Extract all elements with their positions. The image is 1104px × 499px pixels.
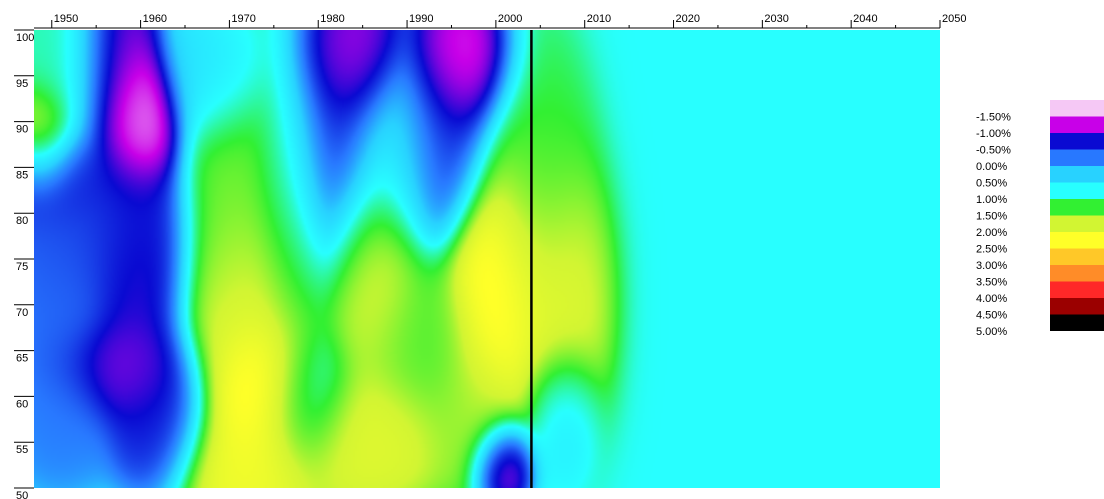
legend-swatch [1050,232,1104,249]
legend-swatch [1050,248,1104,265]
legend-swatch [1050,100,1104,117]
legend-label: 2.50% [976,243,1007,255]
y-tick-label: 65 [16,353,28,365]
legend-swatch [1050,116,1104,133]
legend-label: 0.00% [976,161,1007,173]
legend-swatch [1050,215,1104,232]
x-tick-label: 1970 [231,13,255,25]
legend-swatch [1050,281,1104,298]
y-tick-label: 50 [16,490,28,499]
x-tick-label: 1990 [409,13,433,25]
x-tick-label: 2010 [587,13,611,25]
legend-label: 3.50% [976,276,1007,288]
x-tick-label: 2050 [942,13,966,25]
x-tick-label: 2030 [764,13,788,25]
legend-label: 5.00% [976,326,1007,338]
legend: -1.50% -1.00% -0.50% 0.00% 0.50% 1.00% 1.50% 2.… [976,100,1104,338]
x-axis: 1950 1960 1970 1980 1990 2000 2010 2020 2030 2040… [34,13,966,29]
y-tick-label: 60 [16,398,28,410]
legend-label: 4.50% [976,309,1007,321]
x-tick-label: 2020 [676,13,700,25]
legend-swatch [1050,314,1104,331]
heatmap-plot-area [34,30,940,488]
y-tick-label: 80 [16,215,28,227]
legend-label: 1.50% [976,210,1007,222]
x-tick-label: 1960 [143,13,167,25]
y-tick-label: 95 [16,78,28,90]
legend-label: -0.50% [976,144,1011,156]
x-tick-label: 2000 [498,13,522,25]
y-tick-label: 85 [16,169,28,181]
y-tick-label: 55 [16,444,28,456]
x-tick-label: 1980 [320,13,344,25]
legend-label: 0.50% [976,177,1007,189]
y-axis: 100 95 90 85 80 75 70 65 60 55 50 [14,29,34,499]
heatmap-image [34,30,940,488]
legend-label: -1.50% [976,111,1011,123]
legend-swatch [1050,199,1104,216]
y-tick-label: 100 [16,32,34,44]
x-tick-label: 1950 [54,13,78,25]
legend-swatch [1050,133,1104,150]
legend-swatch [1050,182,1104,199]
legend-label: 3.00% [976,260,1007,272]
y-tick-label: 70 [16,307,28,319]
legend-label: 1.00% [976,194,1007,206]
legend-swatch [1050,149,1104,166]
legend-label: -1.00% [976,128,1011,140]
y-tick-label: 90 [16,124,28,136]
x-tick-label: 2040 [853,13,877,25]
legend-swatch [1050,166,1104,183]
legend-swatch [1050,265,1104,282]
legend-label: 2.00% [976,227,1007,239]
legend-swatch [1050,298,1104,315]
legend-label: 4.00% [976,293,1007,305]
y-tick-label: 75 [16,261,28,273]
